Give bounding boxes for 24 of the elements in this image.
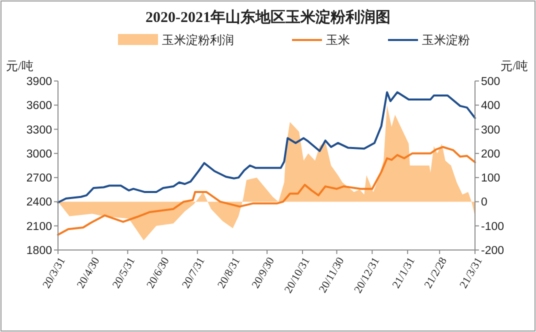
y2-tick-label: 0 bbox=[481, 196, 488, 209]
y-tick-label: 3600 bbox=[26, 100, 52, 112]
y2-tick-label: 500 bbox=[481, 76, 500, 88]
y-tick-label: 3000 bbox=[26, 148, 52, 160]
line-series bbox=[57, 146, 476, 236]
y2-axis-title: 元/吨 bbox=[500, 59, 528, 73]
legend-label: 玉米淀粉利润 bbox=[162, 33, 234, 48]
chart-title: 2020-2021年山东地区玉米淀粉利润图 bbox=[146, 8, 390, 26]
y2-tick-label: -200 bbox=[481, 245, 504, 258]
y-axis-title: 元/吨 bbox=[6, 59, 34, 73]
legend-label: 玉米 bbox=[326, 33, 350, 48]
y-tick-label: 2100 bbox=[26, 220, 52, 233]
y-tick-label: 1800 bbox=[26, 245, 52, 258]
y-tick-label: 2400 bbox=[26, 196, 52, 209]
y2-tick-label: 400 bbox=[481, 100, 500, 112]
y2-tick-label: 300 bbox=[481, 124, 500, 136]
y-tick-label: 2700 bbox=[26, 172, 52, 185]
y2-tick-label: -100 bbox=[481, 220, 504, 233]
y-tick-label: 3900 bbox=[26, 76, 52, 88]
y2-tick-label: 100 bbox=[481, 172, 500, 185]
legend-label: 玉米淀粉 bbox=[422, 33, 470, 48]
y2-tick-label: 200 bbox=[481, 148, 500, 160]
y-tick-label: 3300 bbox=[26, 124, 52, 136]
line-series bbox=[57, 91, 476, 204]
